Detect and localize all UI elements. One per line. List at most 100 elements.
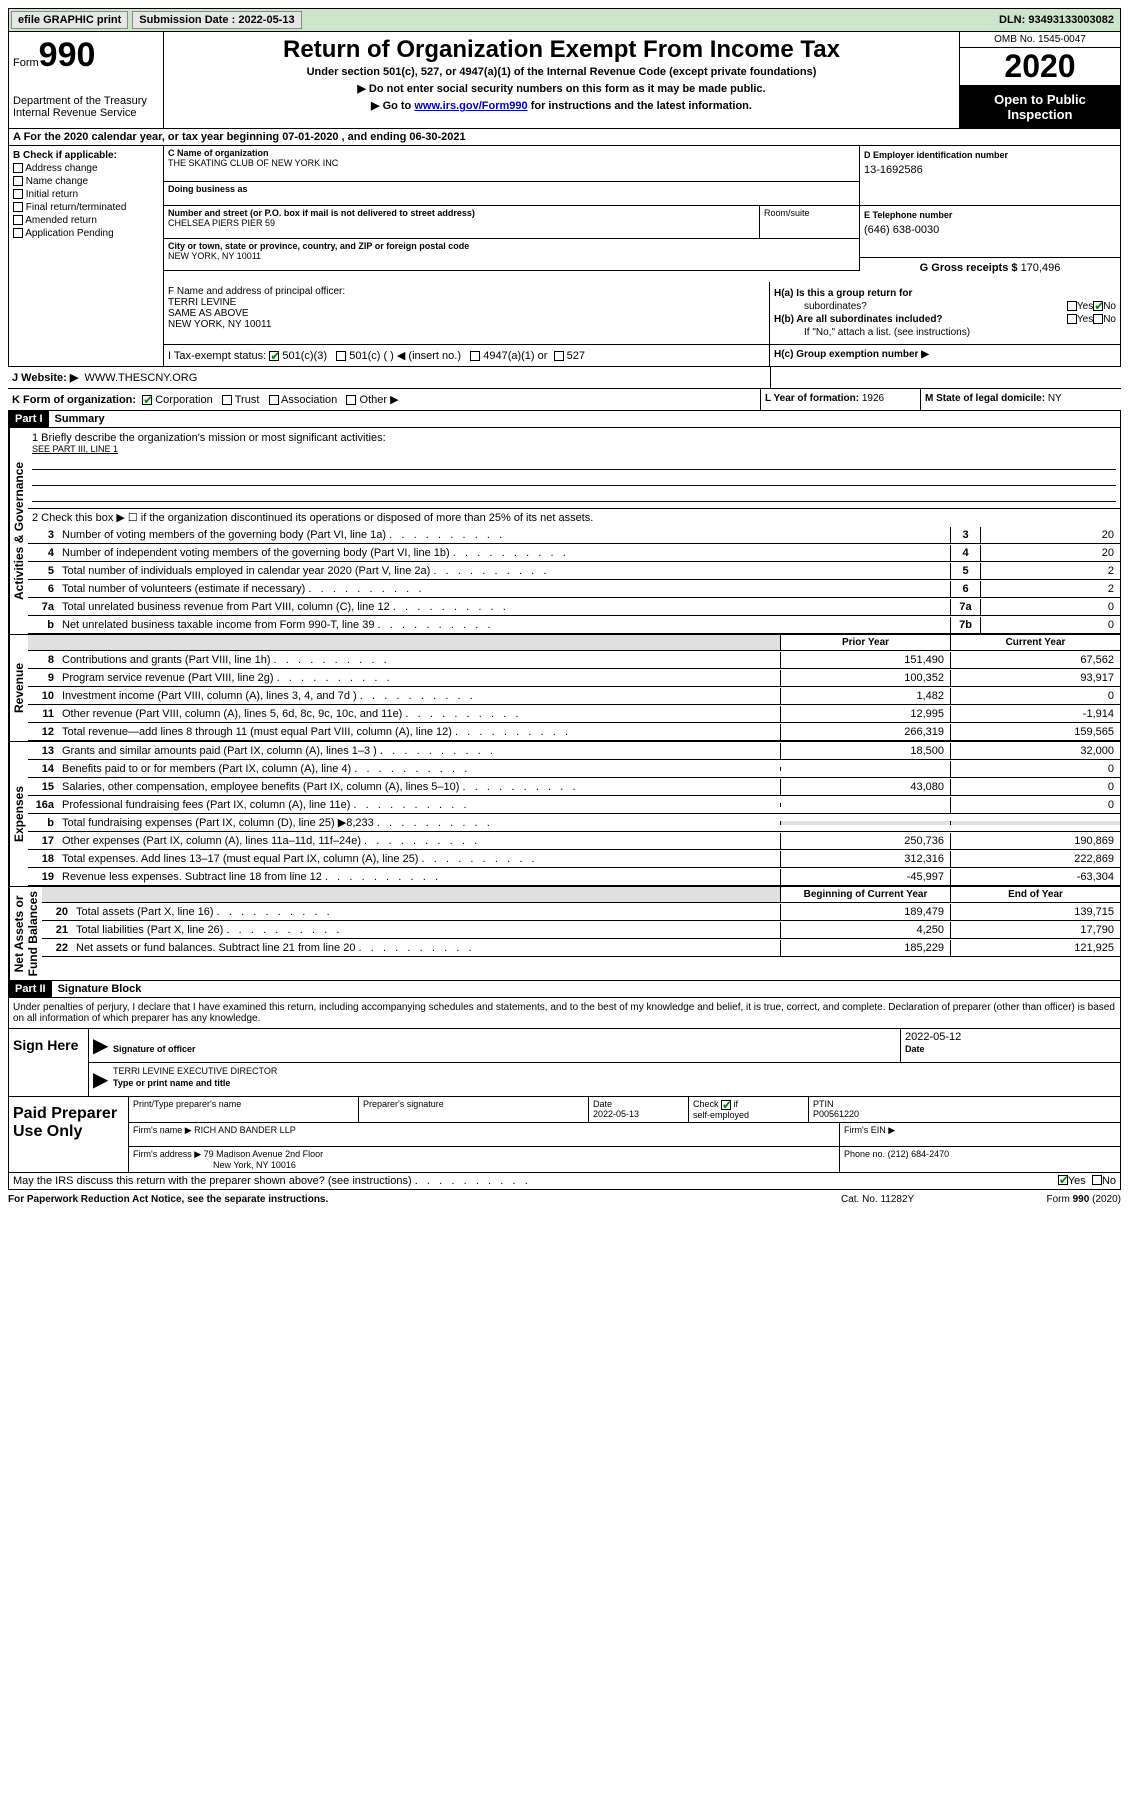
l-label: L Year of formation: [765, 393, 859, 404]
discuss-row: May the IRS discuss this return with the… [8, 1173, 1121, 1190]
fr-a: Form [1047, 1194, 1073, 1205]
net-lines: 20Total assets (Part X, line 16)189,4791… [42, 903, 1120, 957]
submission-btn[interactable]: Submission Date : 2022-05-13 [132, 11, 301, 29]
prior-val: 312,316 [780, 851, 950, 867]
k-opt3: Other ▶ [360, 394, 399, 406]
spacer [42, 887, 780, 902]
checkbox-icon[interactable] [13, 176, 23, 186]
checkbox-icon[interactable] [13, 228, 23, 238]
pd-label: Date [593, 1099, 612, 1109]
side-revenue: Revenue [9, 635, 28, 741]
header-left: Form990 Department of the Treasury Inter… [9, 32, 164, 128]
sig-date: 2022-05-12 [905, 1031, 961, 1043]
d-label: D Employer identification number [864, 150, 1116, 160]
yes: Yes [1077, 301, 1093, 312]
line-num: 22 [42, 940, 72, 956]
opt-0: Address change [25, 163, 97, 174]
dln-value: 93493133003082 [1028, 14, 1114, 26]
box-num: 7b [950, 617, 980, 633]
line-text: Other expenses (Part IX, column (A), lin… [58, 833, 780, 849]
line-val: 2 [980, 581, 1120, 597]
line-num: 13 [28, 743, 58, 759]
top-bar: efile GRAPHIC print Submission Date : 20… [8, 8, 1121, 32]
checkbox-icon[interactable] [269, 395, 279, 405]
part1-label: Part I [9, 411, 49, 427]
end-val: 121,925 [950, 940, 1120, 956]
hc-label: H(c) Group exemption number ▶ [774, 349, 929, 360]
checkbox-icon[interactable] [336, 351, 346, 361]
header-right: OMB No. 1545-0047 2020 Open to PublicIns… [960, 32, 1120, 128]
exp-line: bTotal fundraising expenses (Part IX, co… [28, 814, 1120, 832]
checkbox-icon[interactable] [13, 215, 23, 225]
prior-val: 151,490 [780, 652, 950, 668]
end-header: End of Year [950, 887, 1120, 902]
checkbox-icon[interactable] [1093, 301, 1103, 311]
exp-line: 16aProfessional fundraising fees (Part I… [28, 796, 1120, 814]
begin-header: Beginning of Current Year [780, 887, 950, 902]
row-klm: K Form of organization: Corporation Trus… [8, 389, 1121, 411]
gov-line: 3Number of voting members of the governi… [28, 526, 1120, 544]
opt-2: Initial return [26, 189, 78, 200]
row-a: A For the 2020 calendar year, or tax yea… [8, 129, 1121, 146]
net-line: 20Total assets (Part X, line 16)189,4791… [42, 903, 1120, 921]
checkbox-icon[interactable] [1093, 314, 1103, 324]
checkbox-icon[interactable] [1067, 301, 1077, 311]
blank-line [32, 456, 1116, 470]
prior-val: 250,736 [780, 833, 950, 849]
line-num: 20 [42, 904, 72, 920]
exp-line: 19Revenue less expenses. Subtract line 1… [28, 868, 1120, 886]
col-c: C Name of organization THE SKATING CLUB … [164, 146, 860, 282]
arrow-icon: ▶ [89, 1063, 109, 1096]
line-num: 8 [28, 652, 58, 668]
revenue-body: Revenue Prior Year Current Year 8Contrib… [8, 635, 1121, 742]
name-label: C Name of organization [168, 148, 855, 158]
chk-address: Address change [13, 163, 159, 174]
line-text: Total revenue—add lines 8 through 11 (mu… [58, 724, 780, 740]
footer-cat: Cat. No. 11282Y [841, 1194, 981, 1205]
line-num: 5 [28, 563, 58, 579]
line-val: 20 [980, 545, 1120, 561]
line-num: b [28, 815, 58, 831]
curr-val: 32,000 [950, 743, 1120, 759]
gross-receipts: 170,496 [1021, 262, 1061, 274]
checkbox-icon[interactable] [222, 395, 232, 405]
instructions-link[interactable]: www.irs.gov/Form990 [414, 100, 527, 112]
city-label: City or town, state or province, country… [168, 241, 855, 251]
prior-val [780, 821, 950, 825]
checkbox-icon[interactable] [13, 202, 23, 212]
line-text: Salaries, other compensation, employee b… [58, 779, 780, 795]
check-label: Check [693, 1099, 721, 1109]
checkbox-icon[interactable] [721, 1100, 731, 1110]
checkbox-icon[interactable] [13, 163, 23, 173]
perjury-block: Under penalties of perjury, I declare th… [8, 998, 1121, 1029]
rev-line: 10Investment income (Part VIII, column (… [28, 687, 1120, 705]
box-d: D Employer identification number 13-1692… [860, 146, 1120, 206]
checkbox-icon[interactable] [554, 351, 564, 361]
efile-btn[interactable]: efile GRAPHIC print [11, 11, 128, 29]
checkbox-icon[interactable] [1058, 1175, 1068, 1185]
prior-header: Prior Year [780, 635, 950, 650]
chk-name: Name change [13, 176, 159, 187]
checkbox-icon[interactable] [470, 351, 480, 361]
prior-val [780, 803, 950, 807]
k-label: K Form of organization: [12, 394, 136, 406]
checkbox-icon[interactable] [142, 395, 152, 405]
checkbox-icon[interactable] [269, 351, 279, 361]
e-label: E Telephone number [864, 210, 1116, 220]
checkbox-icon[interactable] [13, 189, 23, 199]
net-line: 22Net assets or fund balances. Subtract … [42, 939, 1120, 957]
checkbox-icon[interactable] [346, 395, 356, 405]
dln: DLN: 93493133003082 [999, 14, 1118, 26]
footer-left: For Paperwork Reduction Act Notice, see … [8, 1194, 841, 1205]
k-opt1: Trust [235, 394, 260, 406]
checkbox-icon[interactable] [1092, 1175, 1102, 1185]
i-opt0: 501(c)(3) [282, 350, 327, 362]
checkbox-icon[interactable] [1067, 314, 1077, 324]
curr-val: 67,562 [950, 652, 1120, 668]
line-text: Net unrelated business taxable income fr… [58, 617, 950, 633]
box-num: 6 [950, 581, 980, 597]
rev-line: 11Other revenue (Part VIII, column (A), … [28, 705, 1120, 723]
blank-line [32, 488, 1116, 502]
phone: (646) 638-0030 [864, 224, 1116, 236]
line-num: 17 [28, 833, 58, 849]
